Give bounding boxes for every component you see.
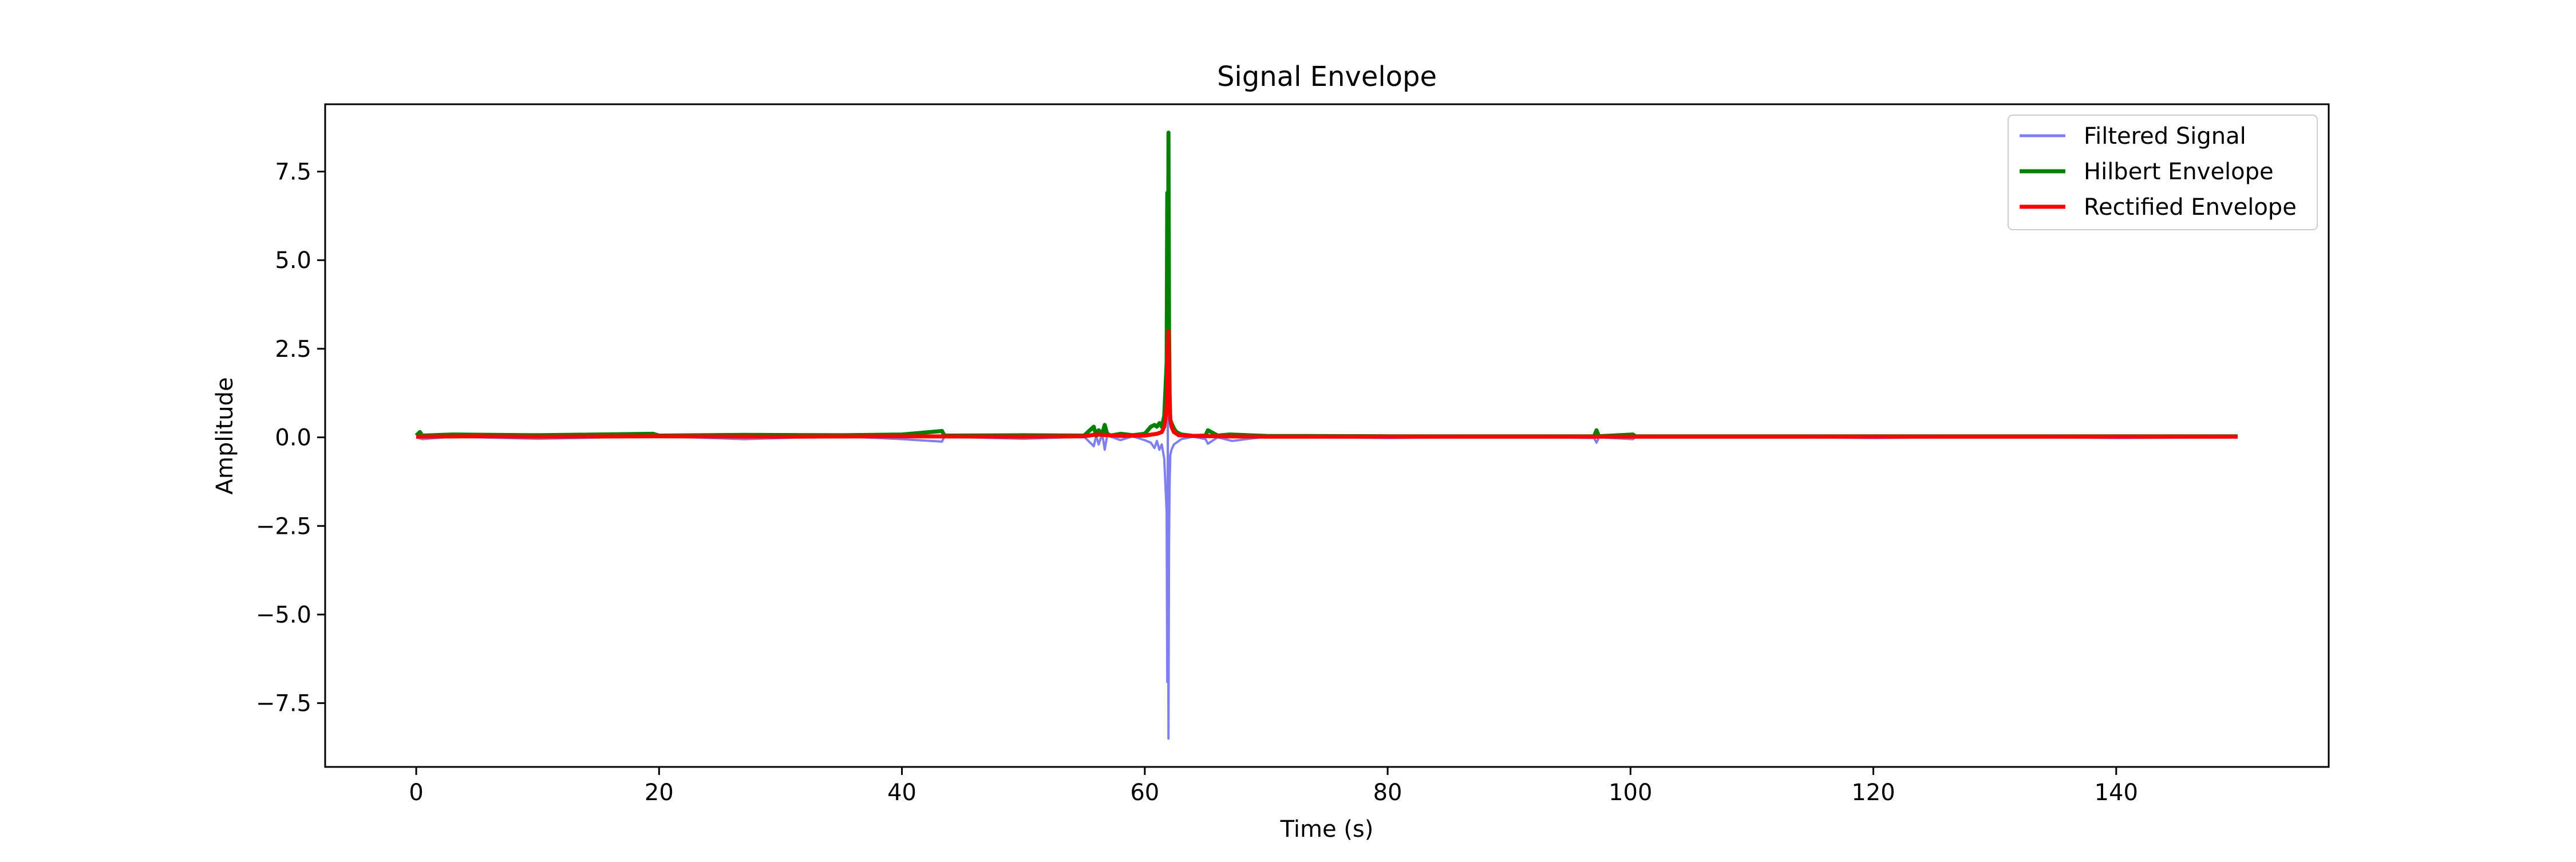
x-axis-label: Time (s) (1280, 816, 1374, 843)
series-line-1 (414, 131, 2238, 439)
y-tick-label: 5.0 (275, 247, 311, 274)
y-tick-label: 7.5 (275, 159, 311, 186)
y-axis-ticks: −7.5 −5.0 −2.5 0.0 2.5 5.0 7.5 (256, 159, 325, 717)
y-axis-label: Amplitude (212, 377, 238, 495)
legend-label-rectified: Rectified Envelope (2084, 194, 2297, 221)
x-tick-label: 100 (1609, 780, 1652, 806)
legend-box (2008, 115, 2318, 230)
legend-label-hilbert: Hilbert Envelope (2084, 159, 2274, 185)
x-tick-label: 40 (887, 780, 916, 806)
y-tick-label: 2.5 (275, 336, 311, 363)
series-line-0 (416, 400, 2238, 740)
series-line-2 (416, 329, 2238, 439)
x-tick-label: 80 (1373, 780, 1402, 806)
y-tick-label: −7.5 (256, 691, 311, 717)
y-tick-label: −2.5 (256, 513, 311, 540)
x-tick-label: 60 (1130, 780, 1159, 806)
y-tick-label: 0.0 (275, 425, 311, 451)
y-tick-label: −5.0 (256, 602, 311, 628)
plot-area-frame (324, 103, 2330, 768)
x-tick-label: 140 (2095, 780, 2138, 806)
x-tick-label: 120 (1851, 780, 1895, 806)
chart-title: Signal Envelope (1217, 61, 1437, 93)
legend-label-filtered: Filtered Signal (2084, 123, 2246, 149)
legend: Filtered Signal Hilbert Envelope Rectifi… (2008, 115, 2318, 230)
x-tick-label: 0 (409, 780, 423, 806)
x-axis-ticks: 0 20 40 60 80 100 120 140 (409, 767, 2138, 806)
x-tick-label: 20 (645, 780, 674, 806)
series-layer (414, 131, 2238, 740)
